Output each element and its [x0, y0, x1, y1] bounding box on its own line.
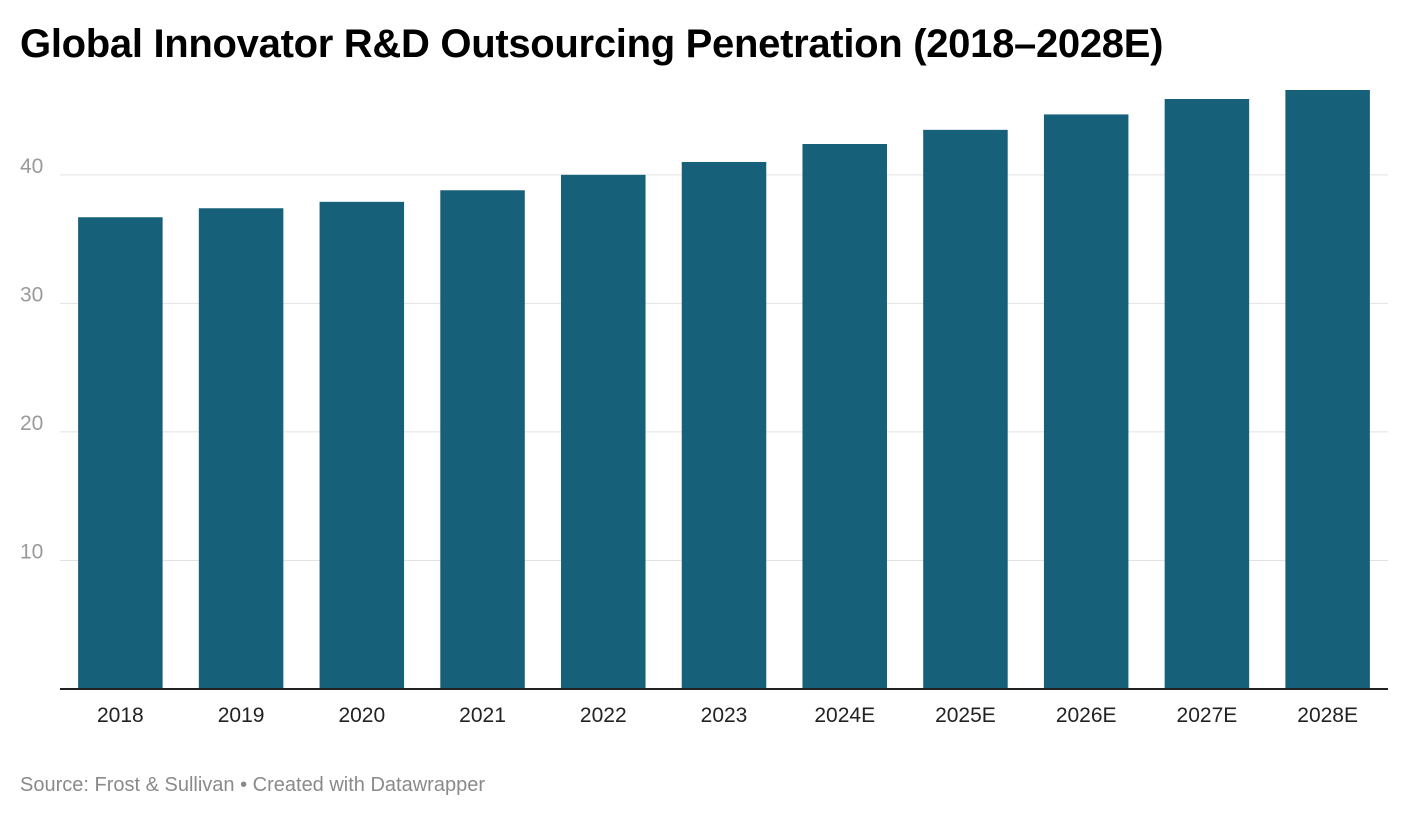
y-tick-label: 40	[20, 155, 43, 178]
bar-2022	[561, 174, 646, 689]
bars	[78, 90, 1370, 690]
y-tick-label: 30	[20, 283, 43, 306]
footer-separator: •	[234, 774, 253, 796]
credit-label: Created with Datawrapper	[252, 774, 485, 796]
y-tick-label: 20	[20, 412, 43, 435]
bar-2026E	[1043, 114, 1129, 690]
chart-title: Global Innovator R&D Outsourcing Penetra…	[20, 22, 1164, 66]
x-tick-label: 2027E	[1177, 704, 1238, 727]
x-tick-label: 2018	[97, 704, 144, 727]
bar-2021	[440, 190, 525, 690]
x-axis-ticks: 2018 2019 2020 2021 2022 2023 2024E 2025E 2026E 2…	[97, 704, 1358, 727]
x-tick-label: 2022	[580, 704, 627, 727]
x-tick-label: 2019	[218, 704, 265, 727]
bar-2023	[681, 161, 767, 689]
bar-2020	[319, 201, 405, 689]
y-tick-label: 10	[20, 540, 43, 563]
bar-2027E	[1164, 98, 1250, 689]
bar-2024E	[802, 143, 887, 689]
x-tick-label: 2025E	[935, 704, 996, 727]
source-label: Source: Frost & Sullivan	[20, 774, 235, 796]
bar-2018	[78, 217, 163, 689]
bar-2019	[198, 208, 284, 689]
x-tick-label: 2021	[459, 704, 506, 727]
bar-2025E	[923, 129, 1008, 689]
x-tick-label: 2024E	[814, 704, 875, 727]
x-tick-label: 2020	[338, 704, 385, 727]
chart-footer: Source: Frost & Sullivan • Created with …	[20, 774, 485, 797]
bar-2028E	[1285, 90, 1370, 689]
x-tick-label: 2028E	[1297, 704, 1358, 727]
x-tick-label: 2023	[701, 704, 748, 727]
x-tick-label: 2026E	[1056, 704, 1117, 727]
